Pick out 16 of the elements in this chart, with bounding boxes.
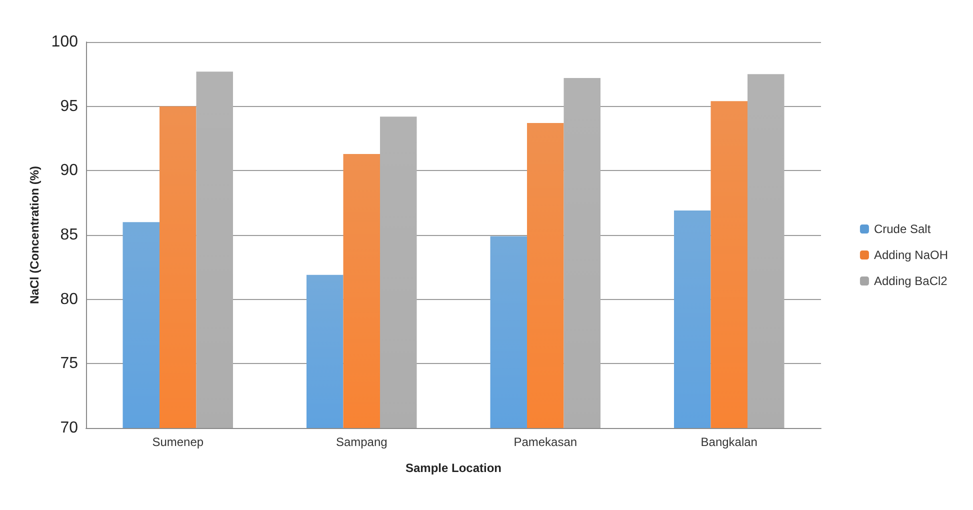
- legend-label: Adding NaOH: [874, 248, 948, 262]
- y-tick-label: 75: [60, 355, 78, 372]
- x-axis-title: Sample Location: [405, 461, 502, 475]
- y-tick-label: 85: [60, 226, 78, 244]
- x-tick-label: Pamekasan: [514, 435, 578, 449]
- y-axis-title: NaCl (Concentration (%): [27, 166, 42, 304]
- legend-label: Adding BaCl2: [874, 274, 948, 288]
- x-tick-label: Bangkalan: [700, 435, 758, 449]
- x-tick-label: Sampang: [336, 435, 388, 449]
- y-tick-label: 80: [60, 290, 78, 308]
- legend-label: Crude Salt: [874, 222, 932, 236]
- y-tick-label: 90: [60, 162, 78, 180]
- x-tick-label: Sumenep: [152, 435, 204, 449]
- y-tick-label: 70: [60, 420, 78, 436]
- y-tick-label: 95: [60, 98, 78, 115]
- y-tick-label: 100: [51, 34, 78, 50]
